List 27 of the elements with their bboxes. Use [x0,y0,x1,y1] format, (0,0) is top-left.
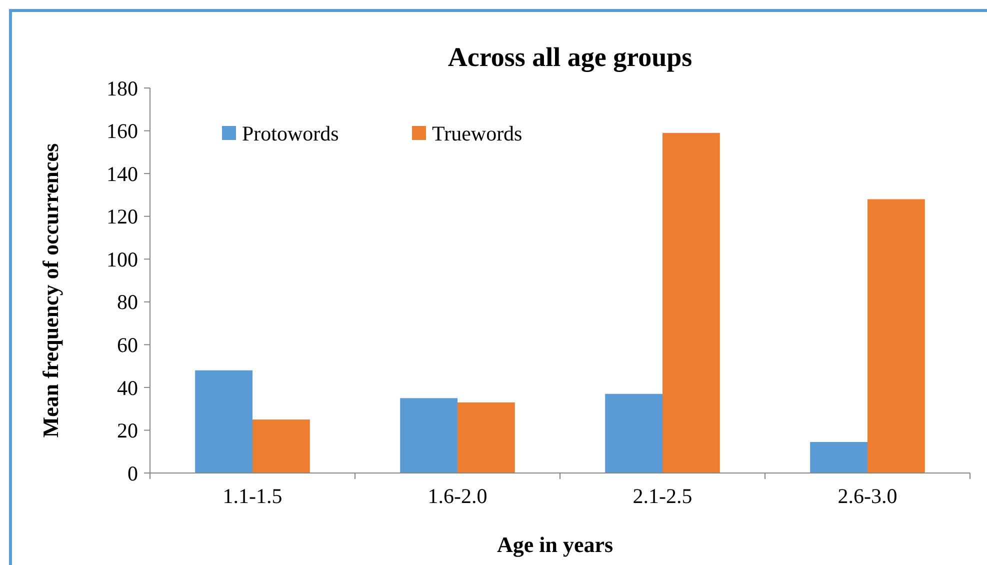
bar [400,398,458,473]
y-tick-label: 60 [117,333,138,358]
legend-label: Protowords [242,121,339,146]
x-tick-label: 2.1-2.5 [632,484,692,508]
bar [662,132,720,473]
bar [195,370,252,473]
y-tick-label: 140 [106,162,138,186]
x-tick-label: 1.1-1.5 [222,484,282,508]
bar [810,442,868,473]
chart-title: Across all age groups [448,42,692,72]
y-tick-label: 0 [128,461,138,486]
bar [868,199,925,473]
bar [458,402,515,473]
x-tick-label: 1.6-2.0 [428,484,488,508]
y-tick-label: 180 [106,76,138,100]
y-axis-title: Mean frequency of occurrences [38,142,63,438]
legend-label: Truewords [432,121,522,146]
y-tick-label: 20 [117,418,138,443]
y-tick-label: 120 [106,204,138,229]
y-tick-label: 160 [106,119,138,144]
x-tick-label: 2.6-3.0 [838,484,898,508]
y-tick-label: 40 [117,376,138,400]
y-tick-label: 80 [117,290,138,314]
y-tick-label: 100 [106,247,138,272]
bar [252,420,310,473]
x-axis-title: Age in years [496,532,614,557]
bar [605,394,662,473]
